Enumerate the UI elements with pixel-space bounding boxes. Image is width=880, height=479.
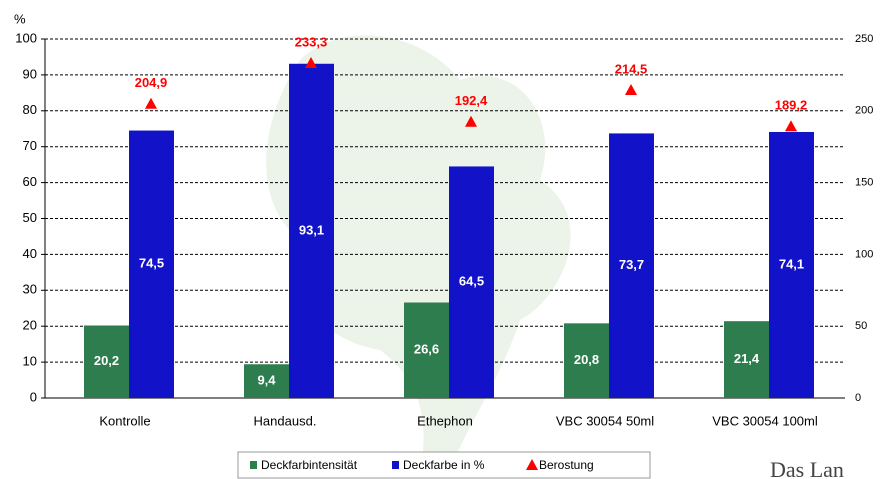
- x-tick-label: Handausd.: [254, 413, 317, 428]
- y2-tick-label: 100: [855, 248, 873, 260]
- bar: [724, 321, 769, 398]
- bar: [84, 325, 129, 398]
- data-label: 233,3: [295, 34, 328, 49]
- y-tick-label: 0: [30, 389, 37, 404]
- legend: [237, 451, 651, 479]
- data-label: 20,8: [574, 352, 599, 367]
- bar: [769, 131, 814, 398]
- y-tick-label: 40: [23, 246, 37, 261]
- bar: [404, 302, 449, 398]
- data-label: 73,7: [619, 257, 644, 272]
- y-tick-label: 10: [23, 354, 37, 369]
- legend-label: Berostung: [539, 458, 594, 472]
- watermark: [266, 35, 571, 470]
- data-label: 204,9: [135, 75, 168, 90]
- legend-swatch: [250, 461, 257, 469]
- marker: [145, 97, 157, 109]
- bar: [244, 364, 289, 398]
- marker: [465, 115, 477, 127]
- y-tick-label: 20: [23, 318, 37, 333]
- bar: [129, 130, 174, 399]
- data-label: 20,2: [94, 353, 119, 368]
- y2-tick-label: 250: [855, 33, 873, 45]
- x-tick-label: Kontrolle: [99, 413, 150, 428]
- y-tick-label: 90: [23, 66, 37, 81]
- data-label: 74,1: [779, 256, 804, 271]
- bar: [449, 166, 494, 398]
- data-label: 192,4: [455, 93, 488, 108]
- x-tick-label: VBC 30054 50ml: [556, 413, 654, 428]
- y-tick-label: 80: [23, 102, 37, 117]
- legend-swatch: [392, 461, 399, 469]
- data-label: 21,4: [734, 351, 760, 366]
- marker: [785, 120, 797, 132]
- legend-label: Deckfarbintensität: [261, 458, 358, 472]
- x-tick-label: Ethephon: [417, 413, 473, 428]
- data-label: 189,2: [775, 98, 808, 113]
- bar: [609, 133, 654, 399]
- y2-tick-label: 150: [855, 177, 873, 189]
- bar: [564, 323, 609, 398]
- y-tick-label: 100: [15, 30, 37, 45]
- y-axis-label: %: [14, 11, 26, 26]
- marker: [625, 83, 637, 95]
- y2-tick-label: 50: [855, 320, 867, 332]
- marker: [526, 459, 538, 470]
- y-tick-label: 60: [23, 174, 37, 189]
- y2-tick-label: 0: [855, 392, 861, 404]
- x-tick-label: VBC 30054 100ml: [712, 413, 818, 428]
- data-label: 214,5: [615, 61, 648, 76]
- y-tick-label: 30: [23, 282, 37, 297]
- data-label: 74,5: [139, 256, 164, 271]
- data-label: 9,4: [257, 373, 276, 388]
- data-label: 26,6: [414, 342, 439, 357]
- logo-text: Das Lan: [770, 457, 844, 479]
- data-label: 93,1: [299, 222, 324, 237]
- y2-tick-label: 200: [855, 105, 873, 117]
- y-tick-label: 50: [23, 210, 37, 225]
- marker: [305, 56, 317, 68]
- data-label: 64,5: [459, 274, 484, 289]
- bar: [289, 63, 334, 399]
- y-tick-label: 70: [23, 138, 37, 153]
- legend-label: Deckfarbe in %: [403, 458, 485, 472]
